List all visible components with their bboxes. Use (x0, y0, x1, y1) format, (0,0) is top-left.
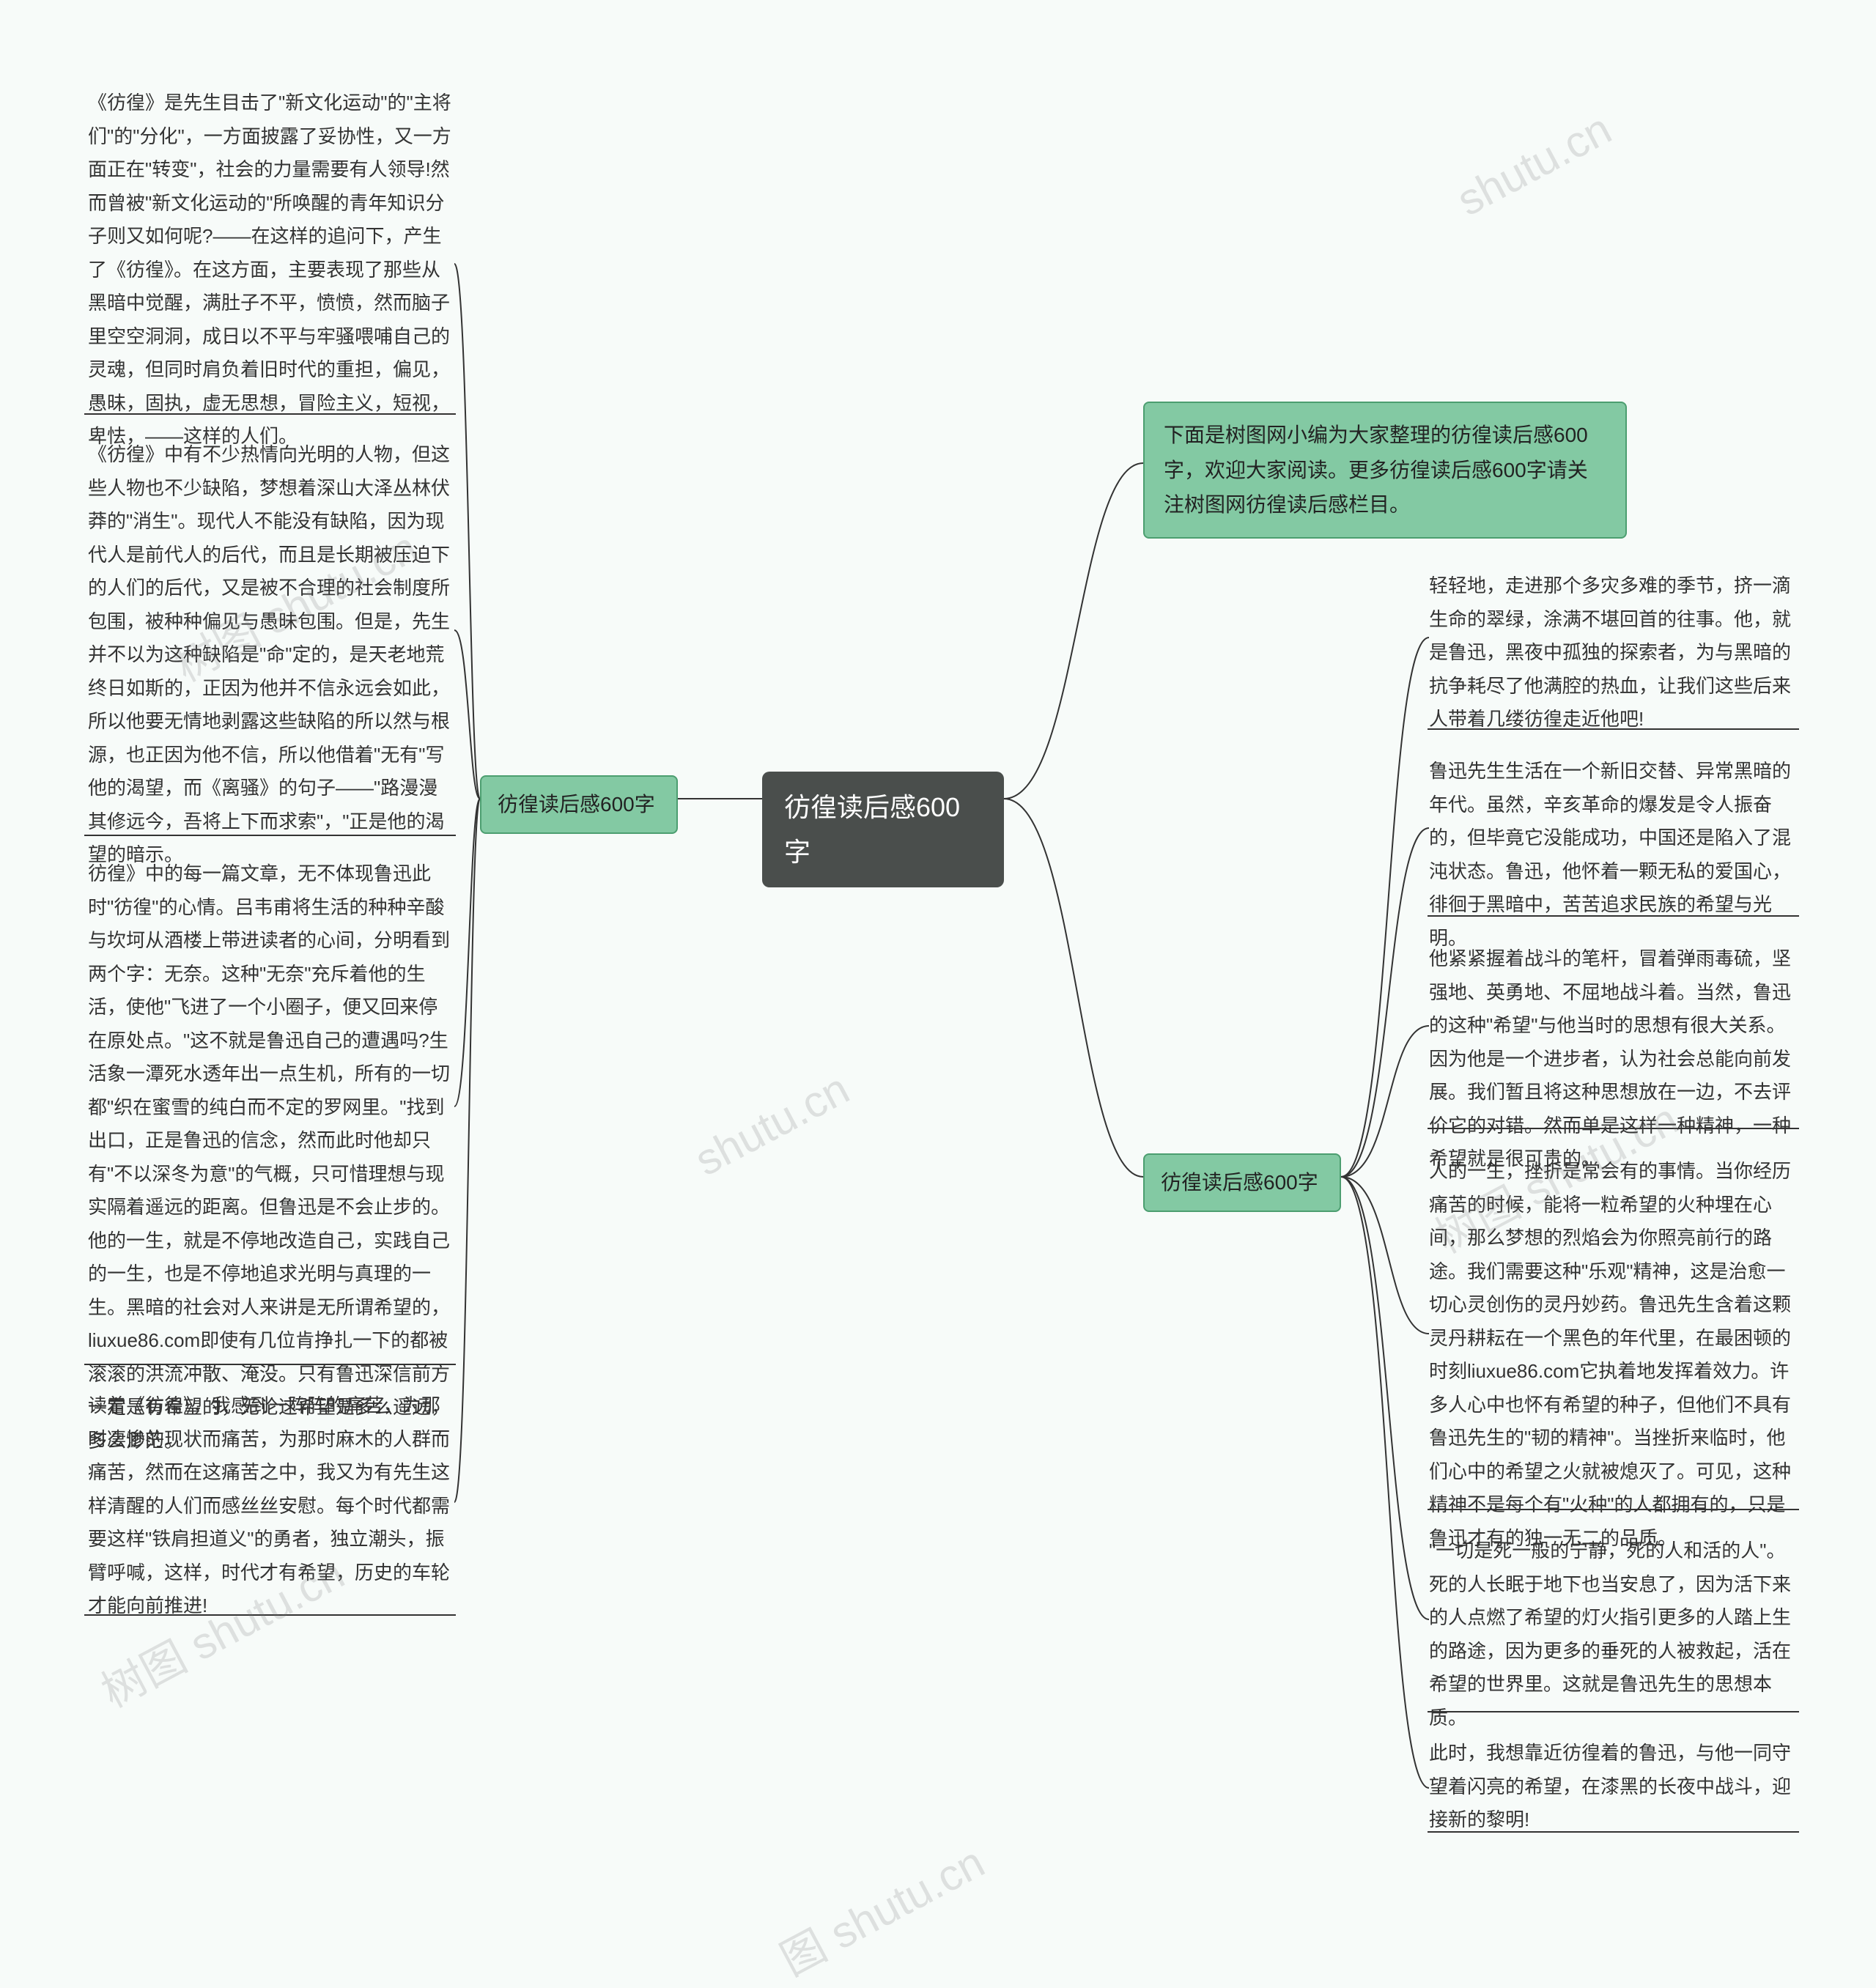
right-leaf-5-text: "一切是死一般的宁静，死的人和活的人"。死的人长眠于地下也当安息了，因为活下来的… (1429, 1540, 1791, 1729)
right-leaf-1: 轻轻地，走进那个多灾多难的季节，挤一滴生命的翠绿，涂满不堪回首的往事。他，就是鲁… (1429, 569, 1795, 736)
left-branch-node[interactable]: 彷徨读后感600字 (480, 775, 678, 834)
edge-root-intro (1004, 463, 1143, 799)
edge-left-1 (454, 264, 480, 799)
left-leaf-4-text: 读着《彷徨》，我感到一阵阵的痛苦，为那时凄惨的现状而痛苦，为那时麻木的人群而痛苦… (88, 1394, 450, 1616)
edge-left-2 (454, 630, 480, 799)
right-branch-node[interactable]: 彷徨读后感600字 (1143, 1153, 1341, 1212)
edge-root-right (1004, 799, 1143, 1177)
edge-right-6 (1341, 1177, 1429, 1788)
watermark: shutu.cn (1449, 103, 1620, 226)
right-leaf-2: 鲁迅先生生活在一个新旧交替、异常黑暗的年代。虽然，辛亥革命的爆发是令人振奋的，但… (1429, 755, 1795, 955)
right-leaf-5: "一切是死一般的宁静，死的人和活的人"。死的人长眠于地下也当安息了，因为活下来的… (1429, 1534, 1795, 1734)
right-leaf-6-text: 此时，我想靠近彷徨着的鲁迅，与他一同守望着闪亮的希望，在漆黑的长夜中战斗，迎接新… (1429, 1742, 1791, 1830)
watermark: shutu.cn (687, 1063, 857, 1186)
right-leaf-4: 人的一生，挫折是常会有的事情。当你经历痛苦的时候，能将一粒希望的火种埋在心间，那… (1429, 1155, 1795, 1555)
left-branch-label: 彷徨读后感600字 (498, 793, 655, 816)
right-leaf-3: 他紧紧握着战斗的笔杆，冒着弹雨毒硫，坚强地、英勇地、不屈地战斗着。当然，鲁迅的这… (1429, 942, 1795, 1176)
right-leaf-2-text: 鲁迅先生生活在一个新旧交替、异常黑暗的年代。虽然，辛亥革命的爆发是令人振奋的，但… (1429, 760, 1791, 949)
left-leaf-1: 《彷徨》是先生目击了"新文化运动"的"主将们"的"分化"，一方面披露了妥协性，又… (88, 86, 454, 454)
edge-right-4 (1341, 1177, 1429, 1334)
right-leaf-6: 此时，我想靠近彷徨着的鲁迅，与他一同守望着闪亮的希望，在漆黑的长夜中战斗，迎接新… (1429, 1737, 1795, 1837)
edge-right-5 (1341, 1177, 1429, 1619)
edge-right-1 (1341, 638, 1429, 1177)
root-label: 彷徨读后感600字 (784, 792, 960, 867)
root-node[interactable]: 彷徨读后感600字 (762, 772, 1004, 887)
mindmap-canvas: 彷徨读后感600字 下面是树图网小编为大家整理的彷徨读后感600字，欢迎大家阅读… (0, 0, 1876, 1913)
edge-right-2 (1341, 828, 1429, 1177)
right-leaf-1-text: 轻轻地，走进那个多灾多难的季节，挤一滴生命的翠绿，涂满不堪回首的往事。他，就是鲁… (1429, 574, 1791, 730)
left-leaf-2-text: 《彷徨》中有不少热情向光明的人物，但这些人物也不少缺陷，梦想着深山大泽丛林伏莽的… (88, 443, 450, 865)
right-branch-label: 彷徨读后感600字 (1161, 1171, 1318, 1194)
left-leaf-1-text: 《彷徨》是先生目击了"新文化运动"的"主将们"的"分化"，一方面披露了妥协性，又… (88, 92, 451, 447)
edge-right-3 (1341, 1026, 1429, 1177)
watermark: 图 shutu.cn (767, 1828, 994, 1988)
edge-left-3 (454, 799, 480, 1106)
right-leaf-3-text: 他紧紧握着战斗的笔杆，冒着弹雨毒硫，坚强地、英勇地、不屈地战斗着。当然，鲁迅的这… (1429, 947, 1791, 1169)
left-leaf-3: 彷徨》中的每一篇文章，无不体现鲁迅此时"彷徨"的心情。吕韦甫将生活的种种辛酸与坎… (88, 857, 454, 1457)
left-leaf-2: 《彷徨》中有不少热情向光明的人物，但这些人物也不少缺陷，梦想着深山大泽丛林伏莽的… (88, 438, 454, 872)
intro-node[interactable]: 下面是树图网小编为大家整理的彷徨读后感600字，欢迎大家阅读。更多彷徨读后感60… (1143, 402, 1627, 539)
edge-left-4 (454, 799, 480, 1502)
left-leaf-4: 读着《彷徨》，我感到一阵阵的痛苦，为那时凄惨的现状而痛苦，为那时麻木的人群而痛苦… (88, 1389, 454, 1623)
intro-text: 下面是树图网小编为大家整理的彷徨读后感600字，欢迎大家阅读。更多彷徨读后感60… (1164, 424, 1588, 516)
right-leaf-4-text: 人的一生，挫折是常会有的事情。当你经历痛苦的时候，能将一粒希望的火种埋在心间，那… (1429, 1160, 1791, 1549)
left-leaf-3-text: 彷徨》中的每一篇文章，无不体现鲁迅此时"彷徨"的心情。吕韦甫将生活的种种辛酸与坎… (88, 862, 450, 1452)
